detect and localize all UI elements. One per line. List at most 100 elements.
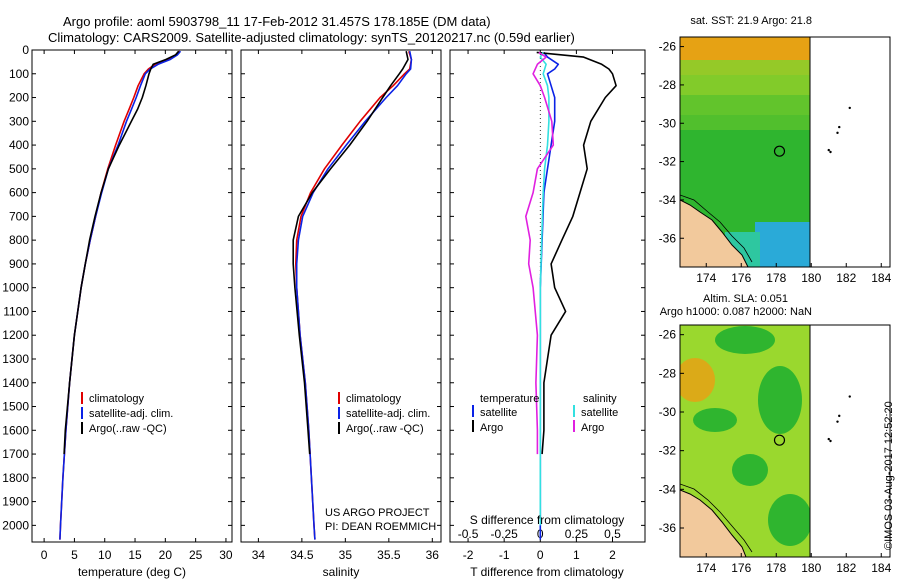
legend-title-salinity: salinity (583, 393, 617, 405)
sla-low-patch-5 (768, 494, 810, 546)
island-marker (836, 420, 839, 423)
sst-transition-band (680, 95, 810, 130)
x-tick-label: -2 (463, 548, 474, 562)
map-x-tick-label: 178 (766, 561, 786, 575)
difference-plot: -2 -1 0 1 2-0.5 -0.25 0 0.25 0.5 (450, 49, 645, 562)
map-x-tick-label: 174 (696, 271, 716, 285)
map-x-tick-label: 178 (766, 271, 786, 285)
sla-high-patch (680, 358, 715, 402)
salinity-legend: climatology satellite-adj. clim. Argo(..… (338, 392, 430, 435)
y-tick-label: 1200 (2, 328, 29, 342)
sst-map-blank-area (809, 36, 891, 268)
map-x-tick-label: 176 (731, 271, 751, 285)
y-tick-label: 1800 (2, 471, 29, 485)
legend-label-satellite: satellite-adj. clim. (346, 408, 430, 420)
difference-panel (449, 49, 646, 543)
difference-legend: temperature salinity satellite Argo sate… (472, 393, 618, 434)
legend-label-temp-satellite: satellite (480, 407, 517, 419)
y-tick-label: 1900 (2, 495, 29, 509)
sla-low-patch-4 (732, 454, 768, 486)
sst-map-axes: 174 176 178 180 182 184 -26 -28 -30 -32 -34 -36 (659, 40, 892, 285)
x-tick-label: 34.5 (290, 548, 314, 562)
legend-label-temp-argo: Argo (480, 422, 503, 434)
y-tick-label: 200 (9, 91, 29, 105)
x-tick-label: 10 (98, 548, 112, 562)
t-difference-axis-label: T difference from climatology (470, 565, 624, 579)
legend-label-argo: Argo(..raw -QC) (346, 423, 424, 435)
x-tick-label: 25 (189, 548, 203, 562)
series-line-argo-raw-qc- (63, 50, 180, 455)
legend-label-argo: Argo(..raw -QC) (89, 423, 167, 435)
map-y-tick-label: -26 (659, 40, 677, 54)
y-tick-label: 0 (22, 43, 29, 57)
y-tick-label: 900 (9, 257, 29, 271)
s-tick-label: -0.5 (458, 527, 479, 541)
salinity-panel (240, 49, 442, 543)
pi-credit: PI: DEAN ROEMMICH (325, 521, 436, 533)
sla-map-axes: 174 176 178 180 182 184 -26 -28 -30 -32 -34 -36 (659, 328, 892, 575)
sst-map-title: sat. SST: 21.9 Argo: 21.8 (690, 15, 812, 27)
map-x-tick-label: 174 (696, 561, 716, 575)
x-tick-label: -1 (499, 548, 510, 562)
x-tick-label: 20 (159, 548, 173, 562)
sla-map-title: Altim. SLA: 0.051 (703, 293, 788, 305)
s-tick-label: -0.25 (490, 527, 518, 541)
temperature-panel (31, 49, 233, 543)
y-tick-label: 1400 (2, 376, 29, 390)
sla-map (680, 325, 810, 557)
temperature-plot: 0100200300400500600700800900100011001200… (2, 43, 233, 562)
sst-bathymetry-contour (680, 194, 753, 263)
series-line-temperature-argo (536, 51, 617, 455)
s-tick-label: 0.25 (565, 527, 589, 541)
y-tick-label: 600 (9, 186, 29, 200)
sla-map-blank-area (809, 324, 891, 558)
imos-stamp: ©IMOS 03-Aug-2017 12:52:20 (883, 401, 895, 550)
x-tick-label: 35.5 (377, 548, 401, 562)
y-tick-label: 1100 (3, 304, 29, 318)
map-y-tick-label: -30 (659, 116, 677, 130)
sla-low-patch-1 (715, 326, 775, 354)
legend-title-temperature: temperature (480, 393, 539, 405)
y-tick-label: 800 (9, 233, 29, 247)
s-tick-label: 0.5 (604, 527, 621, 541)
series-line-argo-raw-qc- (292, 51, 409, 455)
map-y-tick-label: -26 (659, 328, 677, 342)
island-marker (827, 437, 830, 441)
island-marker (827, 148, 830, 152)
series-line-satellite-adj-clim- (295, 51, 413, 540)
x-tick-label: 35 (339, 548, 353, 562)
sst-map (680, 37, 810, 267)
legend-label-satellite: satellite-adj. clim. (89, 408, 173, 420)
x-tick-label: 36 (426, 548, 440, 562)
map-x-tick-label: 184 (871, 271, 891, 285)
map-y-tick-label: -34 (659, 482, 677, 496)
island-marker (848, 395, 851, 398)
map-x-tick-label: 180 (801, 271, 821, 285)
map-y-tick-label: -36 (659, 231, 677, 245)
sla-land-north-island (680, 489, 747, 557)
y-tick-label: 300 (9, 114, 29, 128)
series-line-salinity-satellite (539, 51, 550, 526)
map-y-tick-label: -32 (659, 155, 677, 169)
y-tick-label: 700 (9, 209, 29, 223)
y-tick-label: 1500 (2, 400, 29, 414)
x-tick-label: 30 (219, 548, 233, 562)
series-line-salinity-argo (525, 51, 555, 455)
y-tick-label: 500 (9, 162, 29, 176)
island-marker (838, 414, 841, 418)
legend-label-climatology: climatology (89, 393, 145, 405)
project-credit: US ARGO PROJECT (325, 507, 430, 519)
y-tick-label: 1600 (2, 423, 29, 437)
header-line1: Argo profile: aoml 5903798_11 17-Feb-201… (63, 14, 491, 29)
sla-map-subtitle: Argo h1000: 0.087 h2000: NaN (660, 306, 812, 318)
x-tick-label: 15 (128, 548, 142, 562)
temperature-legend: climatology satellite-adj. clim. Argo(..… (81, 392, 173, 435)
temperature-axis-label: temperature (deg C) (78, 565, 186, 579)
map-y-tick-label: -32 (659, 444, 677, 458)
island-marker (848, 106, 851, 110)
x-tick-label: 5 (71, 548, 78, 562)
map-y-tick-label: -30 (659, 405, 677, 419)
map-y-tick-label: -36 (659, 521, 677, 535)
